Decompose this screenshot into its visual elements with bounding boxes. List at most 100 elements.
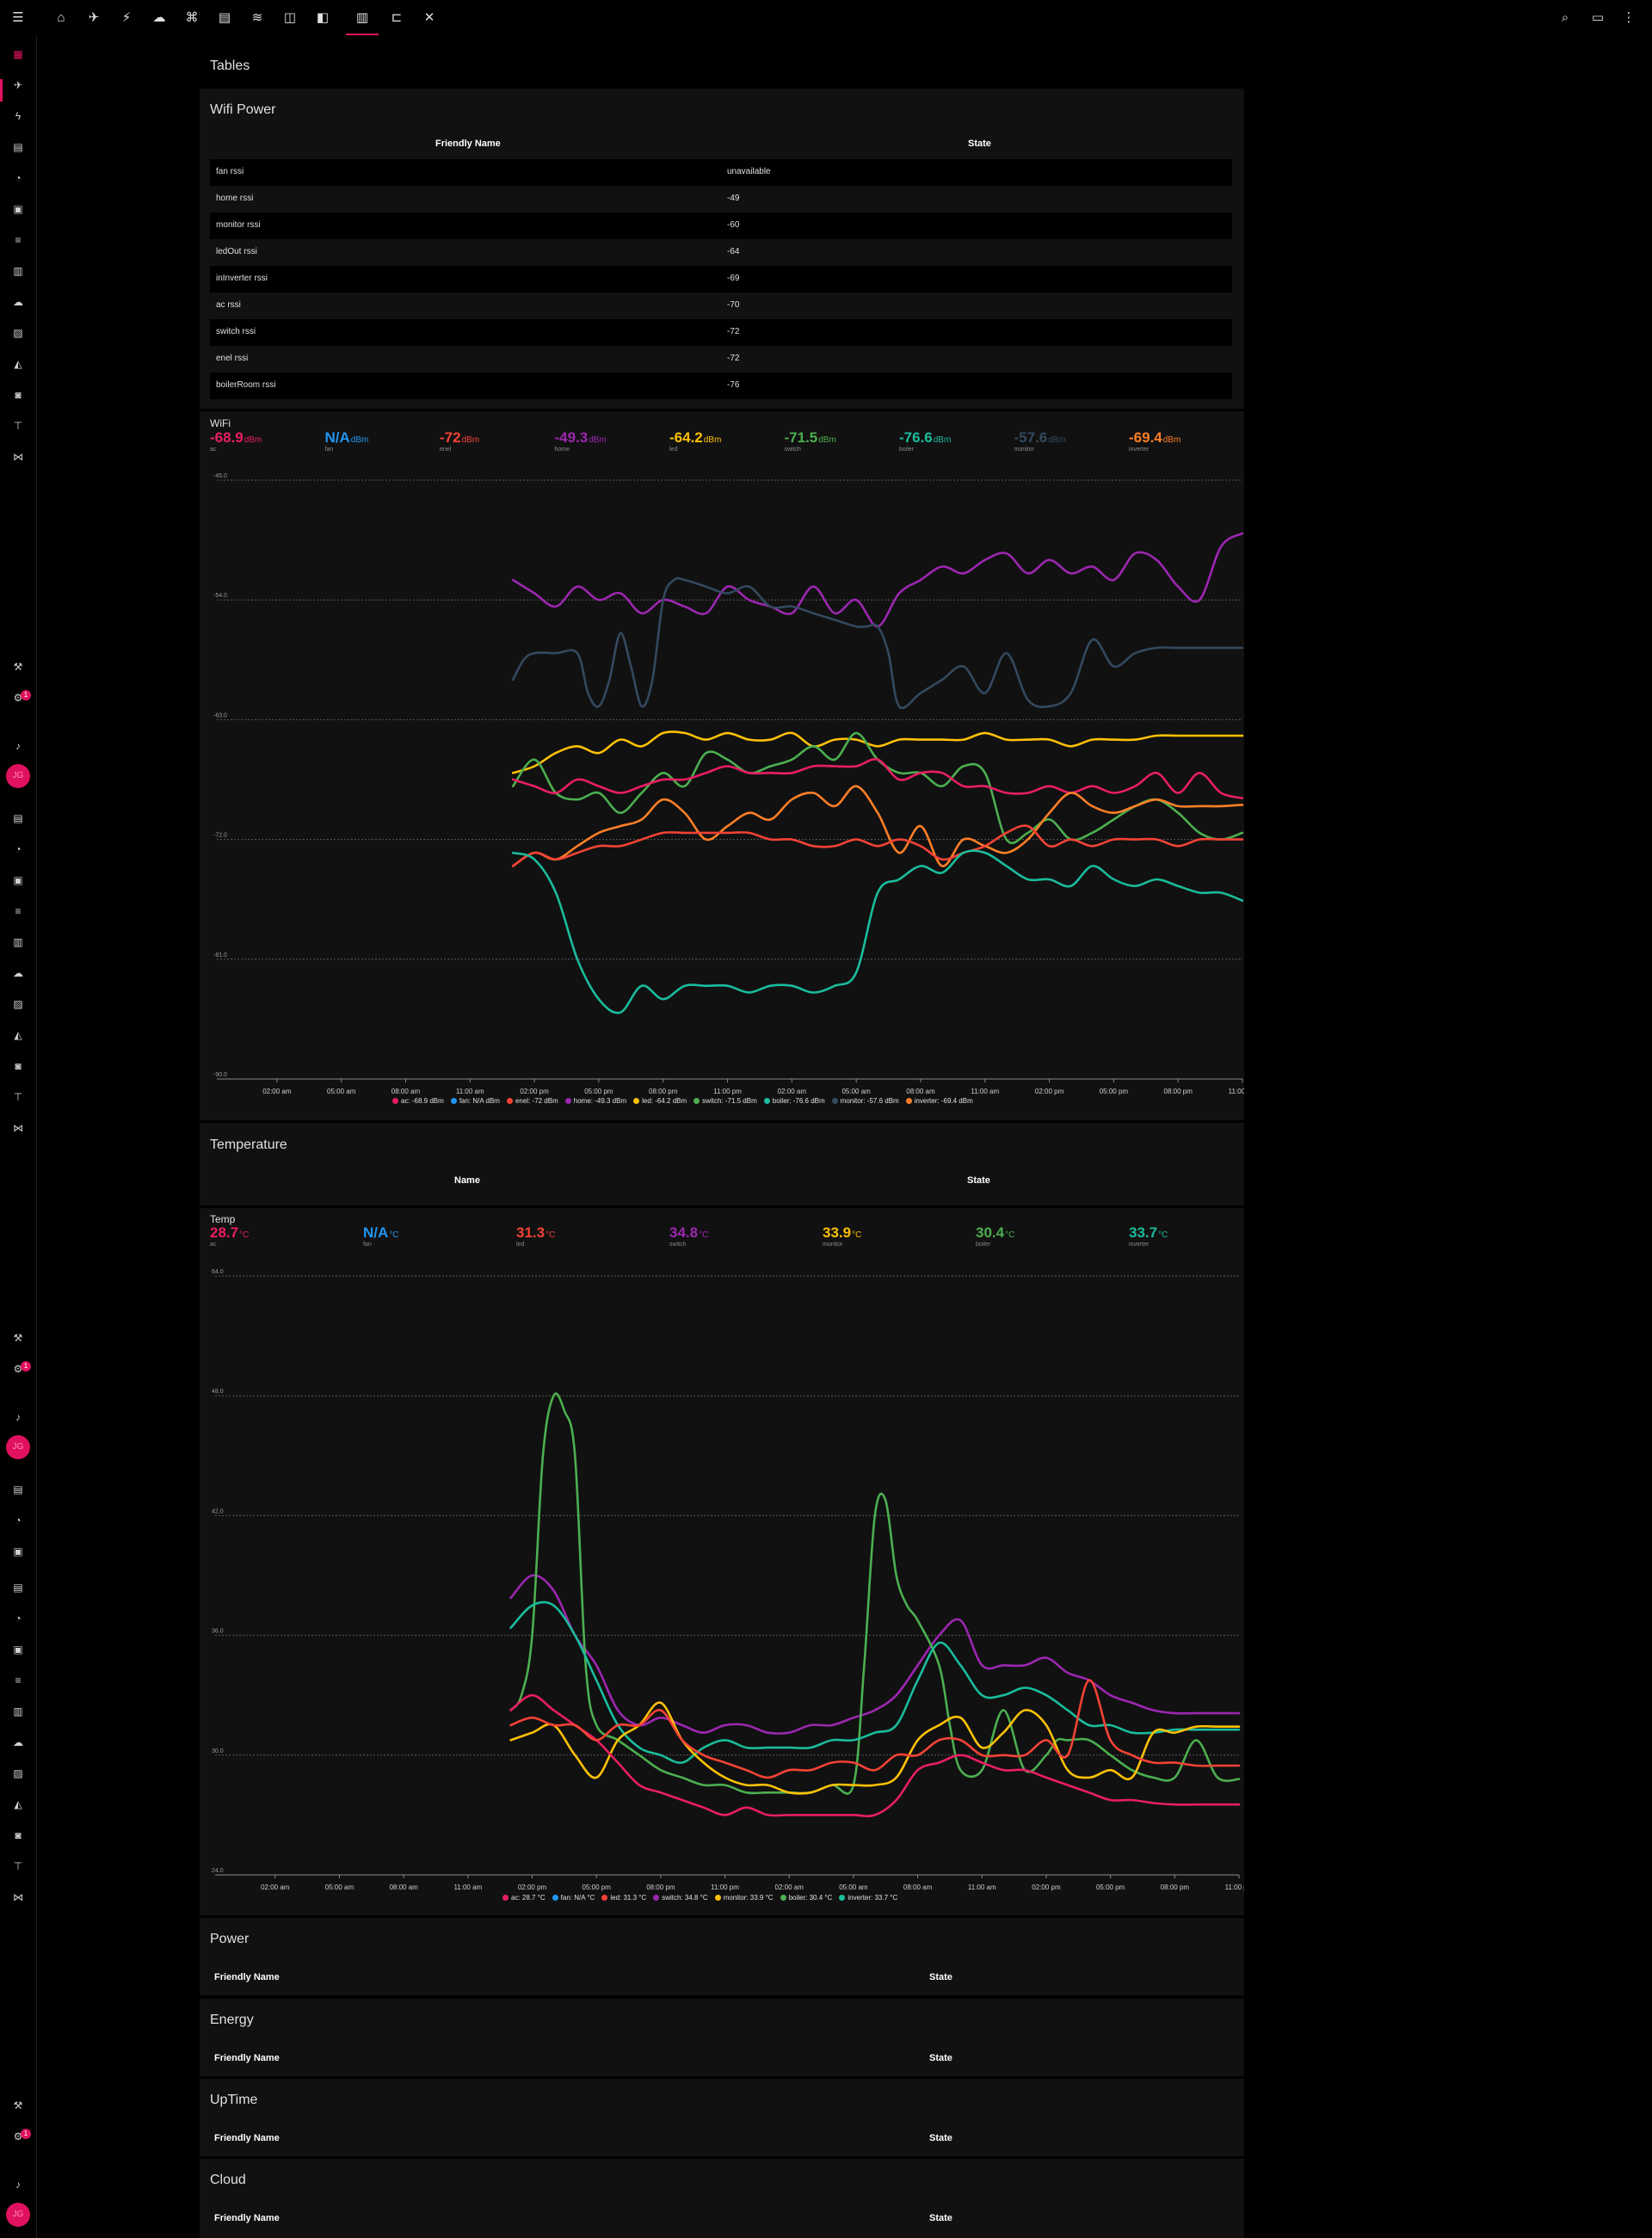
chart-area-icon[interactable]: ◭ bbox=[14, 358, 22, 370]
image-multiple-icon[interactable]: ◙ bbox=[15, 389, 22, 401]
stat-led[interactable]: 31.3°C led bbox=[516, 1224, 555, 1248]
legend-item[interactable]: home: -49.3 dBm bbox=[564, 1097, 626, 1105]
account-box-icon[interactable]: ▣ bbox=[13, 874, 23, 886]
bell-icon[interactable]: ♪ bbox=[15, 1411, 21, 1423]
table-row[interactable]: fan rssi unavailable bbox=[210, 159, 1232, 186]
column-header-state[interactable]: State bbox=[929, 2053, 952, 2063]
list-icon[interactable]: ≡ bbox=[15, 1674, 22, 1686]
column-header-name[interactable]: Friendly Name bbox=[435, 139, 501, 149]
chart-box-icon[interactable]: ▤ bbox=[13, 1581, 23, 1594]
account-box-icon[interactable]: ▣ bbox=[13, 1545, 23, 1557]
column-header-name[interactable]: Friendly Name bbox=[214, 2053, 280, 2063]
column-header-name[interactable]: Friendly Name bbox=[214, 1972, 280, 1982]
more-vertical-icon[interactable]: ⋮ bbox=[1622, 10, 1636, 25]
table-row[interactable]: enel rssi -72 bbox=[210, 346, 1232, 373]
stat-boiler[interactable]: 30.4°C boiler bbox=[976, 1224, 1014, 1248]
column-header-state[interactable]: State bbox=[968, 139, 991, 149]
store-icon[interactable]: ▨ bbox=[13, 1767, 23, 1779]
transmission-tower-icon[interactable]: ⚡ bbox=[121, 10, 132, 25]
stat-ac[interactable]: -68.9dBm ac bbox=[210, 429, 262, 453]
stat-inverter[interactable]: -69.4dBm inverter bbox=[1129, 429, 1180, 453]
table-row[interactable]: home rssi -49 bbox=[210, 186, 1232, 213]
legend-item[interactable]: fan: N/A °C bbox=[552, 1894, 595, 1902]
chart-box-icon[interactable]: ▤ bbox=[13, 141, 23, 153]
sitemap-icon[interactable]: ⊤ bbox=[13, 1091, 23, 1103]
stat-monitor[interactable]: -57.6dBm monitor bbox=[1014, 429, 1066, 453]
hammer-icon[interactable]: ⚒ bbox=[13, 661, 23, 673]
cloud-icon[interactable]: ☁ bbox=[13, 967, 23, 979]
table-row[interactable]: switch rssi -72 bbox=[210, 319, 1232, 346]
table-row[interactable]: monitor rssi -60 bbox=[210, 213, 1232, 239]
store-icon[interactable]: ▨ bbox=[13, 327, 23, 339]
chart-bar-icon[interactable]: ▥ bbox=[13, 265, 23, 277]
avatar[interactable]: JG bbox=[6, 2203, 30, 2227]
account-box-icon[interactable]: ▣ bbox=[13, 203, 23, 215]
legend-item[interactable]: inverter: -69.4 dBm bbox=[905, 1097, 973, 1105]
legend-item[interactable]: inverter: 33.7 °C bbox=[839, 1894, 897, 1902]
legend-item[interactable]: switch: -71.5 dBm bbox=[693, 1097, 757, 1105]
search-icon[interactable]: ⌕ bbox=[1561, 10, 1569, 25]
bell-icon[interactable]: ♪ bbox=[15, 740, 21, 752]
column-header-state[interactable]: State bbox=[929, 2133, 952, 2143]
legend-item[interactable]: switch: 34.8 °C bbox=[653, 1894, 708, 1902]
settings-gear-icon[interactable]: ⚙ bbox=[13, 1363, 23, 1375]
gauge-icon[interactable]: ◔ bbox=[15, 172, 22, 184]
menu-icon[interactable]: ☰ bbox=[12, 10, 24, 25]
gauge-icon[interactable]: ◔ bbox=[15, 1612, 22, 1625]
sitemap-icon[interactable]: ⊤ bbox=[13, 1860, 23, 1872]
stat-switch[interactable]: -71.5dBm switch bbox=[785, 429, 836, 453]
store-icon[interactable]: ▨ bbox=[13, 998, 23, 1010]
legend-item[interactable]: boiler: 30.4 °C bbox=[780, 1894, 832, 1902]
sitemap-icon[interactable]: ⊤ bbox=[13, 420, 23, 432]
column-header-state[interactable]: State bbox=[967, 1175, 990, 1186]
stat-fan[interactable]: N/A°C fan bbox=[363, 1224, 399, 1248]
chart-bar-icon[interactable]: ▥ bbox=[13, 1705, 23, 1717]
hammer-icon[interactable]: ⚒ bbox=[13, 2099, 23, 2112]
chart-box-icon[interactable]: ▤ bbox=[13, 812, 23, 824]
legend-item[interactable]: fan: N/A dBm bbox=[450, 1097, 500, 1105]
table-icon[interactable]: ▥ bbox=[355, 10, 369, 25]
weather-icon[interactable]: ☁ bbox=[152, 10, 166, 25]
vscode-icon[interactable]: ⋈ bbox=[13, 451, 23, 463]
image-multiple-icon[interactable]: ◙ bbox=[15, 1060, 22, 1072]
home-icon[interactable]: ⌂ bbox=[57, 10, 65, 25]
cctv-icon[interactable]: ◫ bbox=[283, 10, 297, 25]
chart-area-icon[interactable]: ◭ bbox=[14, 1029, 22, 1041]
tools-icon[interactable]: ✕ bbox=[423, 10, 435, 25]
legend-item[interactable]: ac: -68.9 dBm bbox=[392, 1097, 444, 1105]
chart-box-icon[interactable]: ▤ bbox=[13, 1483, 23, 1495]
account-box-icon[interactable]: ▣ bbox=[13, 1643, 23, 1655]
chart-bar-icon[interactable]: ▥ bbox=[13, 936, 23, 948]
column-header-name[interactable]: Friendly Name bbox=[214, 2213, 280, 2223]
table-row[interactable]: ac rssi -70 bbox=[210, 293, 1232, 319]
list-icon[interactable]: ≡ bbox=[15, 905, 22, 917]
gauge-icon[interactable]: ◔ bbox=[15, 1514, 22, 1526]
stat-inverter[interactable]: 33.7°C inverter bbox=[1129, 1224, 1168, 1248]
dashboard-icon[interactable]: ▦ bbox=[13, 48, 23, 60]
legend-item[interactable]: monitor: 33.9 °C bbox=[714, 1894, 774, 1902]
lightning-icon[interactable]: ϟ bbox=[15, 110, 22, 122]
settings-gear-icon[interactable]: ⚙ bbox=[13, 692, 23, 704]
stat-switch[interactable]: 34.8°C switch bbox=[669, 1224, 708, 1248]
cloud-icon[interactable]: ☁ bbox=[13, 1736, 23, 1748]
column-header-name[interactable]: Name bbox=[454, 1175, 480, 1186]
column-header-state[interactable]: State bbox=[929, 1972, 952, 1982]
avatar[interactable]: JG bbox=[6, 764, 30, 788]
chart-area-icon[interactable]: ◭ bbox=[14, 1798, 22, 1810]
gauge-icon[interactable]: ◔ bbox=[15, 843, 22, 855]
car-icon[interactable]: ◧ bbox=[316, 10, 330, 25]
legend-item[interactable]: led: 31.3 °C bbox=[601, 1894, 646, 1902]
column-header-state[interactable]: State bbox=[929, 2213, 952, 2223]
server-icon[interactable]: ▤ bbox=[218, 10, 231, 25]
hammer-icon[interactable]: ⚒ bbox=[13, 1332, 23, 1344]
stat-enel[interactable]: -72dBm enel bbox=[440, 429, 479, 453]
solar-panel-icon[interactable]: ✈ bbox=[88, 10, 100, 25]
image-multiple-icon[interactable]: ◙ bbox=[15, 1829, 22, 1841]
chat-icon[interactable]: ▭ bbox=[1591, 10, 1605, 25]
legend-item[interactable]: boiler: -76.6 dBm bbox=[763, 1097, 825, 1105]
list-icon[interactable]: ≡ bbox=[15, 234, 22, 246]
table-row[interactable]: ledOut rssi -64 bbox=[210, 239, 1232, 266]
legend-item[interactable]: enel: -72 dBm bbox=[506, 1097, 558, 1105]
legend-item[interactable]: monitor: -57.6 dBm bbox=[831, 1097, 899, 1105]
solar-panel-icon[interactable]: ✈ bbox=[13, 79, 23, 91]
